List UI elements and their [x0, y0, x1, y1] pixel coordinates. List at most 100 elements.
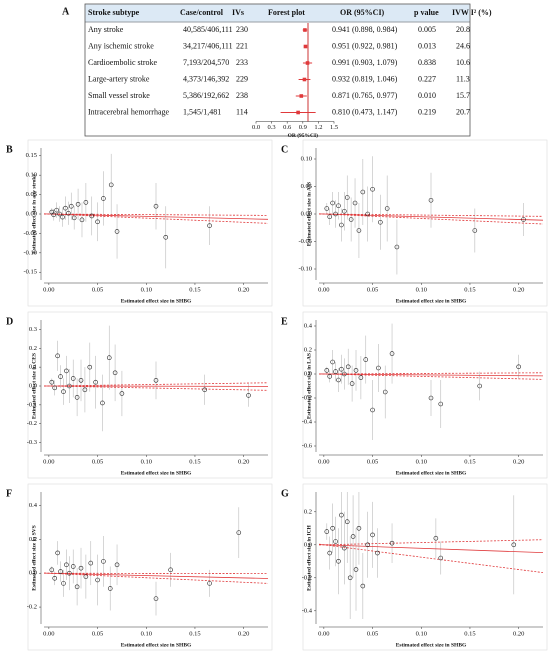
y-tick-label: -0.10 — [298, 265, 312, 272]
or-ci: 0.991 (0.903, 1.079) — [332, 58, 398, 67]
x-axis-label: Estimated effect size in SHBG — [121, 642, 192, 648]
x-tick-label: 0.10 — [141, 286, 152, 293]
or-ci: 0.941 (0.898, 0.984) — [332, 25, 398, 34]
subtype: Any ischemic stroke — [88, 41, 154, 50]
or-ci: 0.951 (0.922, 0.981) — [332, 41, 398, 50]
x-tick-label: 1.5 — [330, 124, 338, 131]
or-point — [304, 45, 308, 49]
x-tick-label: 0.20 — [238, 286, 249, 293]
x-tick-label: 0.05 — [367, 630, 378, 637]
x-tick-label: 0.20 — [513, 458, 524, 465]
x-tick-label: 0.00 — [43, 458, 54, 465]
plot-area — [44, 507, 268, 615]
y-tick-label: 0.3 — [29, 326, 37, 333]
case-control: 34,217/406,111 — [183, 41, 233, 50]
or-point — [303, 78, 307, 82]
x-tick-label: 0.20 — [513, 286, 524, 293]
x-axis-label: OR (95%CI) — [288, 132, 319, 139]
case-control: 1,545/1,481 — [183, 107, 221, 116]
panel-label: B — [6, 144, 13, 155]
x-tick-label: 0.15 — [464, 286, 475, 293]
column-header: IVW I² (%) — [452, 8, 492, 17]
y-axis-label: Estimated effect size in any stroke — [31, 174, 37, 254]
x-tick-label: 0.10 — [141, 458, 152, 465]
p-value: 0.219 — [418, 107, 436, 116]
subtype: Large-artery stroke — [88, 74, 150, 83]
ivs: 230 — [236, 25, 248, 34]
column-header: p value — [414, 8, 439, 17]
y-axis-label: Estimated effect size in CES — [31, 353, 37, 419]
points — [44, 326, 268, 432]
case-control: 5,386/192,662 — [183, 91, 229, 100]
points — [319, 480, 543, 619]
or-point — [299, 94, 303, 98]
points — [44, 154, 268, 269]
x-tick-label: 0.0 — [252, 124, 260, 131]
points — [319, 156, 543, 274]
column-header: OR (95%CI) — [340, 8, 385, 17]
x-tick-label: 0.05 — [92, 286, 103, 293]
x-tick-label: 0.05 — [367, 286, 378, 293]
fit-ci-line — [319, 540, 543, 545]
column-header: IVs — [232, 8, 244, 17]
y-tick-label: 0.4 — [29, 502, 38, 509]
panel-frame — [28, 312, 272, 478]
x-tick-label: 0.15 — [464, 458, 475, 465]
x-tick-label: 0.9 — [299, 124, 307, 131]
panel-frame — [28, 484, 272, 650]
x-tick-label: 0.15 — [464, 630, 475, 637]
i2: 20.7 — [456, 107, 470, 116]
column-header: Case/control — [180, 8, 224, 17]
y-tick-label: 0.2 — [29, 345, 37, 352]
y-tick-label: 0.2 — [304, 346, 312, 353]
panel-frame — [303, 484, 547, 650]
ivs: 221 — [236, 41, 248, 50]
panel-frame — [303, 140, 547, 306]
x-axis-label: Estimated effect size in SHBG — [121, 470, 192, 476]
p-value: 0.013 — [418, 41, 436, 50]
fit-line — [319, 545, 543, 553]
column-header: Stroke subtype — [88, 8, 140, 17]
x-tick-label: 0.20 — [238, 630, 249, 637]
x-axis-label: Estimated effect size in SHBG — [396, 642, 467, 648]
y-tick-label: -0.2 — [27, 420, 37, 427]
ivs: 238 — [236, 91, 248, 100]
case-control: 7,193/204,570 — [183, 58, 229, 67]
x-tick-label: 0.10 — [416, 286, 427, 293]
or-point — [306, 61, 310, 65]
x-tick-label: 0.15 — [189, 630, 200, 637]
plot-area — [319, 324, 543, 440]
or-ci: 0.932 (0.819, 1.046) — [332, 74, 398, 83]
subtype: Any stroke — [88, 25, 124, 34]
y-tick-label: 0.4 — [304, 322, 313, 329]
x-axis-label: Estimated effect size in SHBG — [396, 470, 467, 476]
i2: 11.3 — [456, 74, 470, 83]
plot-area — [319, 480, 543, 619]
or-point — [296, 111, 300, 115]
x-tick-label: 0.05 — [92, 630, 103, 637]
y-tick-label: 0.15 — [26, 152, 37, 159]
x-tick-label: 0.6 — [283, 124, 292, 131]
x-tick-label: 0.10 — [141, 630, 152, 637]
panel-label: G — [281, 488, 289, 499]
y-axis-label: Estimated effect size in LAS — [306, 353, 312, 419]
x-tick-label: 0.00 — [43, 630, 54, 637]
i2: 10.6 — [456, 58, 470, 67]
x-tick-label: 0.15 — [189, 458, 200, 465]
ivs: 114 — [236, 107, 248, 116]
column-header: Forest plot — [268, 8, 305, 17]
fit-ci-line — [319, 373, 543, 374]
y-tick-label: 0.10 — [301, 155, 312, 162]
i2: 15.7 — [456, 91, 470, 100]
fit-line — [319, 374, 543, 376]
x-tick-label: 0.3 — [268, 124, 276, 131]
x-axis-label: Estimated effect size in SHBG — [121, 298, 192, 304]
p-value: 0.838 — [418, 58, 436, 67]
y-axis-label: Estimated effect size in ICH — [306, 524, 312, 590]
y-axis-label: Estimated effect size in AIS — [306, 182, 312, 246]
x-tick-label: 0.00 — [318, 458, 329, 465]
i2: 24.6 — [456, 41, 470, 50]
ivs: 229 — [236, 74, 248, 83]
y-tick-label: -0.3 — [27, 439, 37, 446]
